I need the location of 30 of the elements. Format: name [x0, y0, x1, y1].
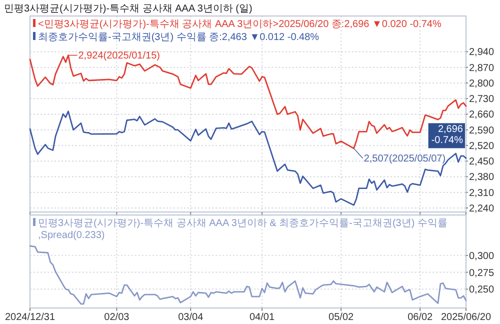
y-tick-label: 2,870: [469, 62, 494, 74]
y-tick-label: 2,380: [469, 172, 494, 184]
x-tick-label: 2025/06/20: [440, 312, 492, 323]
x-tick-label: 05/02: [328, 312, 354, 323]
x-tick-label: 03/04: [178, 312, 204, 323]
y-tick-label: 0,300: [469, 250, 494, 262]
y-tick-label: 2,660: [469, 110, 494, 121]
annotation: 2,507(2025/05/07): [364, 153, 446, 164]
x-tick-label: 2024/12/31: [4, 312, 56, 323]
chart-title: 민평3사평균(시가평가)-특수채 공사채 AAA 3년이하 (일): [4, 4, 252, 14]
annotation: 2,696 -0.74%: [431, 124, 464, 146]
y-tick-label: 2,310: [469, 188, 494, 199]
annotation: 2,924(2025/01/15): [78, 50, 160, 62]
y-tick-label: 2,450: [469, 156, 494, 168]
y-tick-label: 2,520: [469, 140, 494, 152]
y-tick-label: 2,940: [469, 47, 494, 58]
legend-label: <민평3사평균(시가평가)-특수채 공사채 AAA 3년이하>2025/06/20 종:2,696 ▼0.020 -0.74%: [38, 19, 442, 30]
y-tick-label: 2,730: [469, 94, 494, 106]
x-tick-label: 06/02: [408, 312, 434, 323]
x-tick-label: 02/03: [104, 312, 130, 323]
legend-label: 민평3사평균(시가평가)-특수채 공사채 AAA 3년이하 & 최종호가수익률-국고채권(3년) 수익률 ,Spread(0.233): [38, 218, 448, 241]
y-tick-label: 2,240: [469, 203, 494, 214]
line-series: [29, 245, 467, 305]
x-tick-label: 04/01: [250, 312, 275, 323]
line-series: [29, 110, 467, 206]
y-tick-label: 2,800: [469, 78, 494, 90]
y-tick-label: 0,275: [469, 268, 494, 279]
legend-label: 최종호가수익률-국고채권(3년) 수익률 종:2,463 ▼0.012 -0.48%: [38, 32, 320, 43]
y-tick-label: 2,590: [469, 125, 494, 136]
y-tick-label: 0,250: [469, 284, 494, 296]
